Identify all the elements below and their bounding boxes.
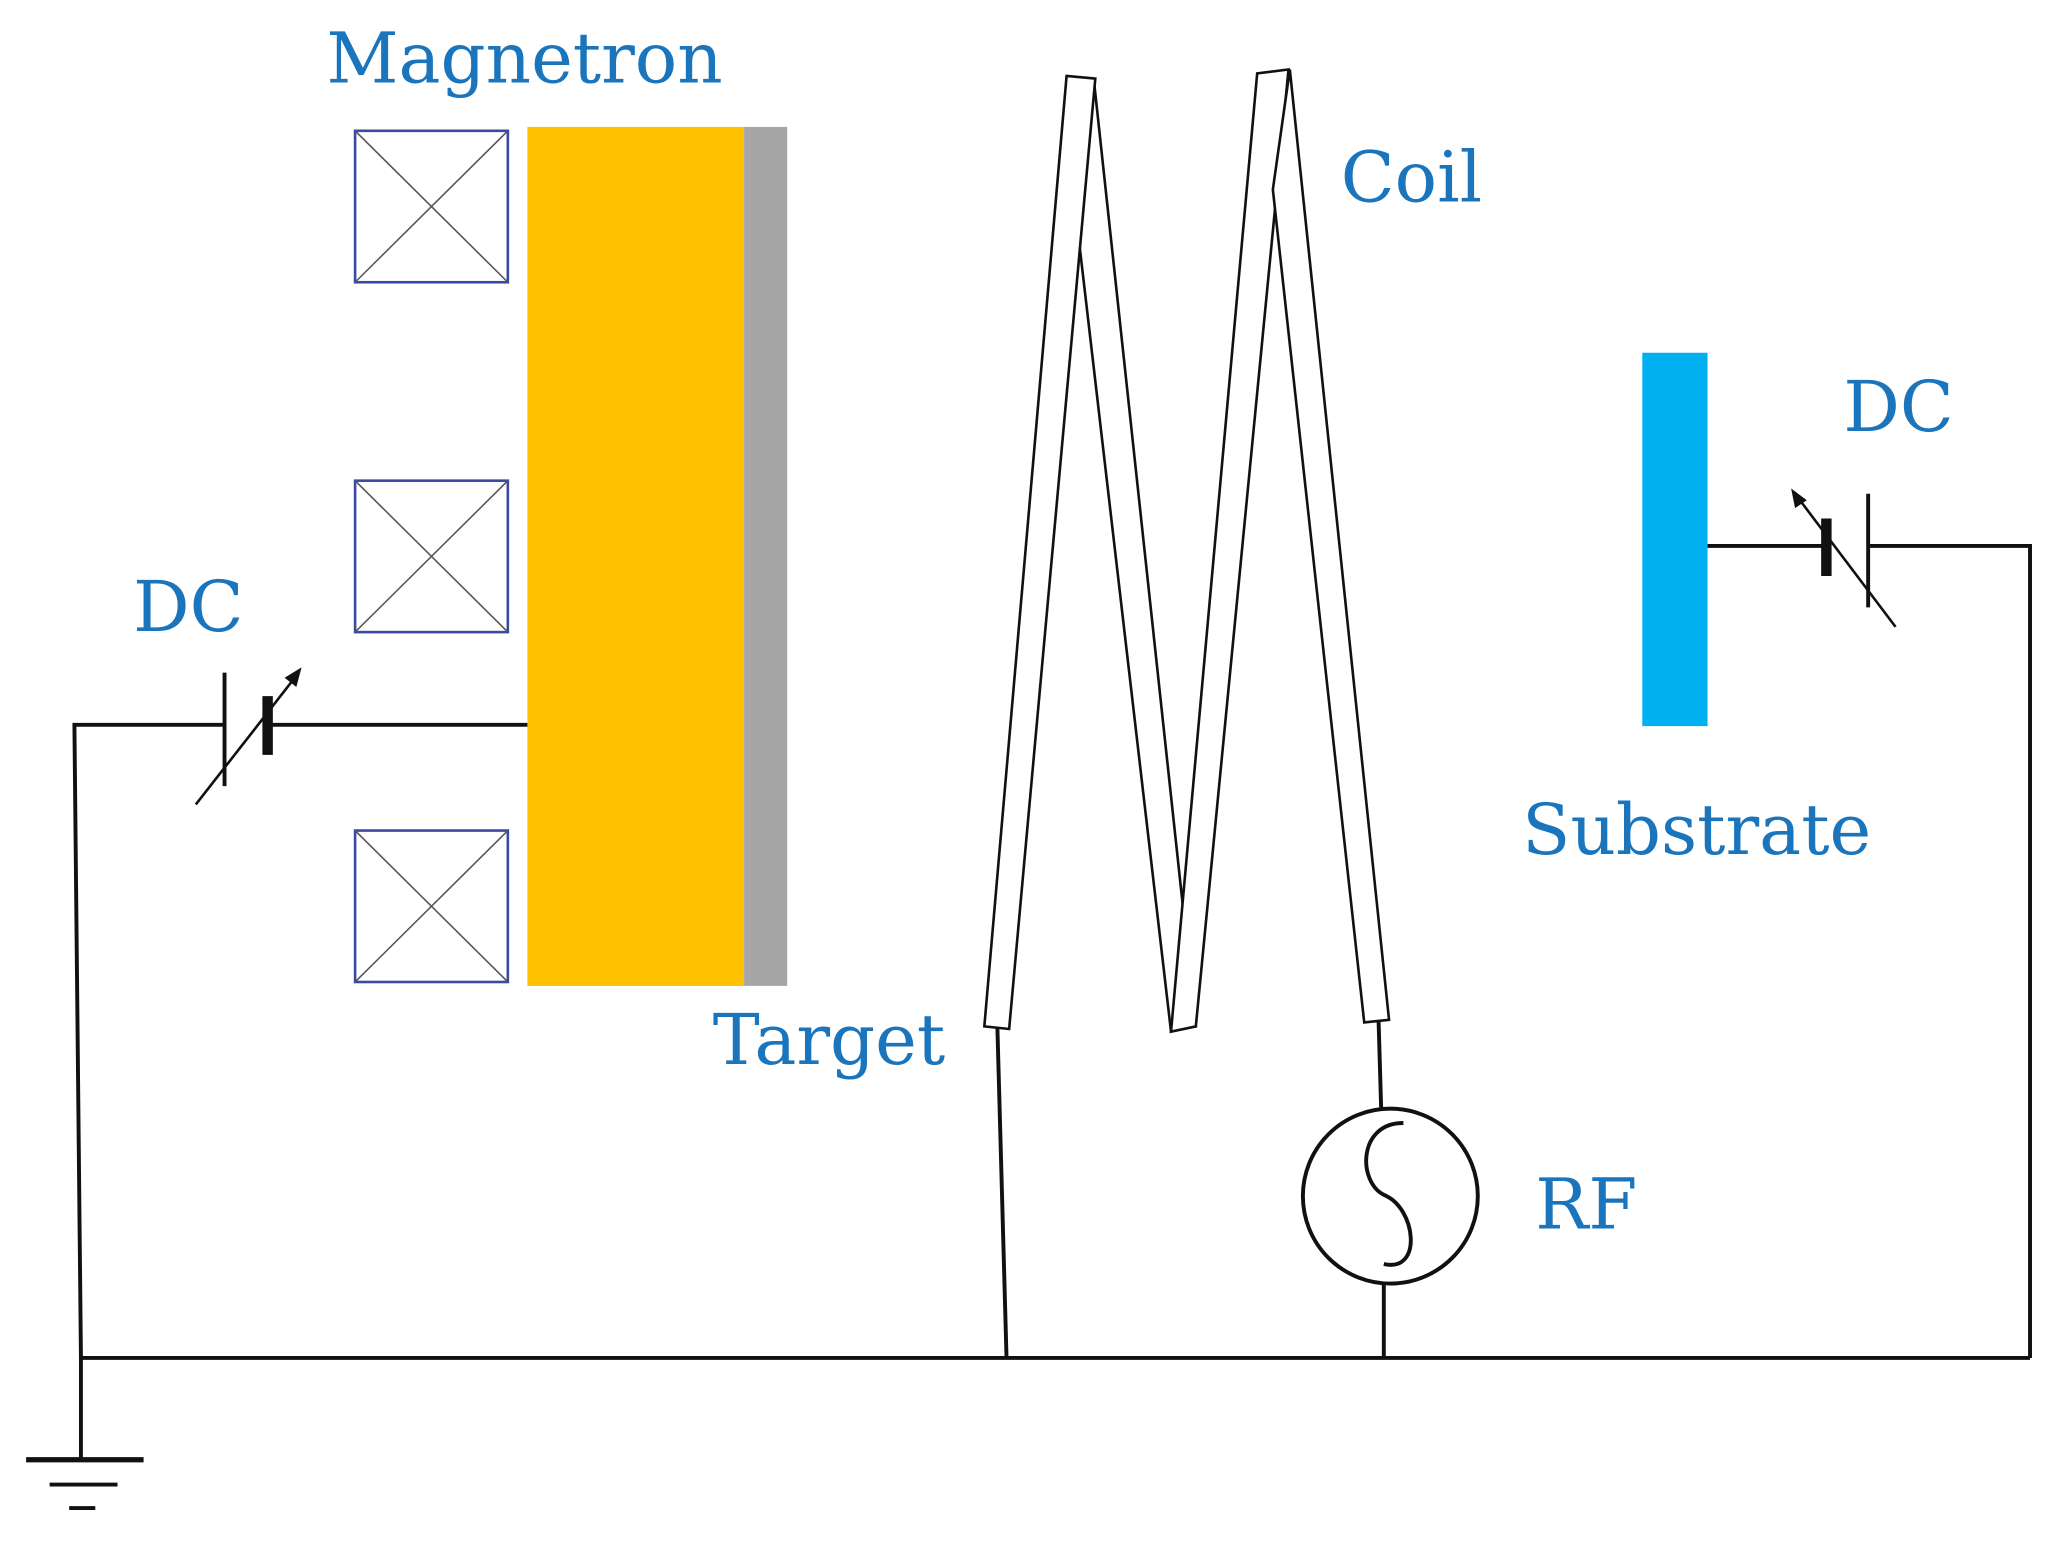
magnet-top [353, 129, 510, 284]
magnet-middle [353, 479, 510, 634]
ground-icon [26, 1457, 144, 1511]
magnetron-body [527, 126, 745, 986]
rf-source-icon [1300, 1106, 1480, 1286]
magnet-coils [353, 129, 510, 984]
dc-source-right [1791, 488, 1897, 628]
label-target: Target [713, 999, 945, 1081]
rf-coil [982, 67, 1391, 1034]
label-magnetron: Magnetron [326, 18, 722, 100]
target-plate [744, 126, 788, 986]
label-dc-right: DC [1843, 366, 1953, 448]
label-dc-left: DC [133, 566, 243, 648]
label-substrate: Substrate [1522, 789, 1871, 871]
dc-source-left [194, 667, 302, 806]
wiring [72, 543, 2032, 1460]
label-rf: RF [1535, 1164, 1637, 1246]
label-coil: Coil [1341, 136, 1482, 218]
substrate [1642, 352, 1708, 727]
magnet-bottom [353, 829, 510, 984]
